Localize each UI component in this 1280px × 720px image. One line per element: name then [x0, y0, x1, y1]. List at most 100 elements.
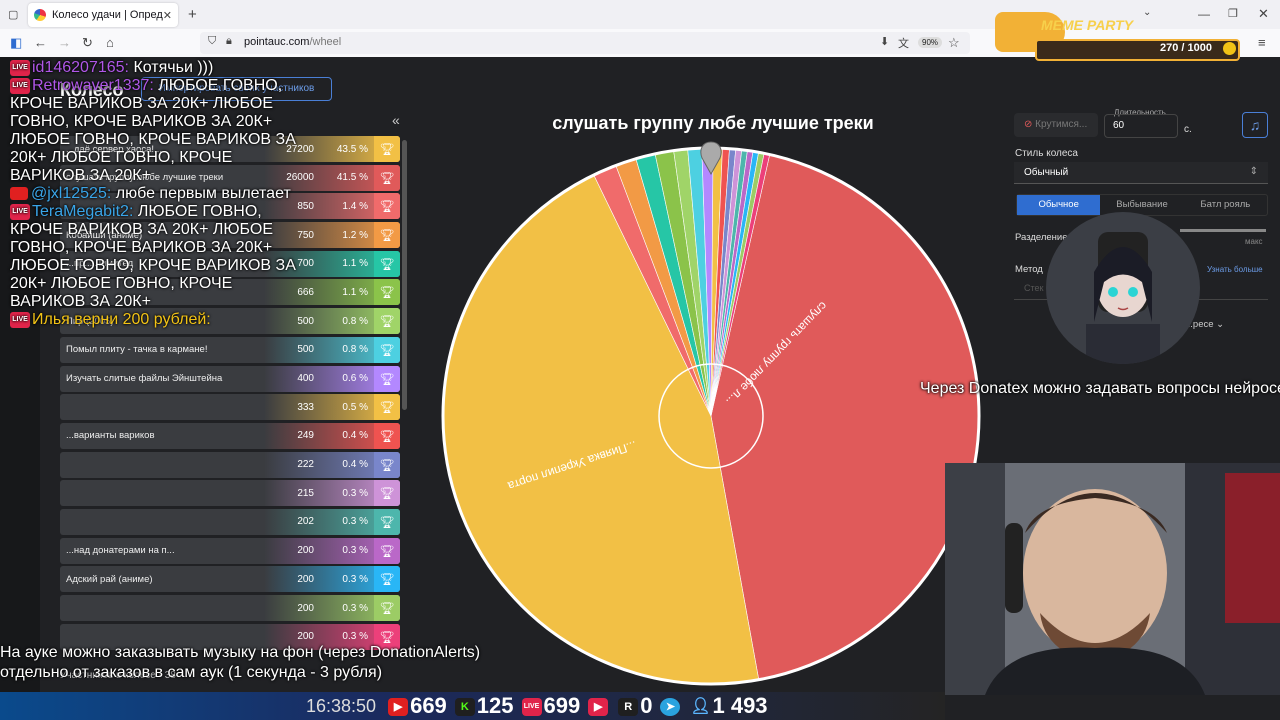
mode-tab-normal[interactable]: Обычное [1017, 195, 1101, 215]
participant-percent: 0.3 % [342, 487, 368, 499]
duration-input[interactable]: 60 [1104, 114, 1178, 138]
new-tab-icon[interactable]: + [188, 6, 197, 23]
tab-list-icon[interactable]: ▢ [8, 9, 19, 21]
participant-row[interactable]: ...над донатерами на п... 200 0.3 % 🏆︎ [60, 537, 400, 564]
tab-overflow-chevron-icon[interactable]: ⌄ [1143, 7, 1152, 18]
stream-clock: 16:38:50 [306, 695, 377, 716]
participant-row[interactable]: 215 0.3 % 🏆︎ [60, 480, 400, 507]
more-options-label[interactable]: ...ресе ⌄ [1185, 319, 1224, 330]
participant-percent: 0.5 % [342, 401, 368, 413]
participant-row[interactable]: 333 0.5 % 🏆︎ [60, 394, 400, 421]
close-tab-icon[interactable]: ✕ [162, 9, 172, 22]
restore-icon[interactable]: ❐ [1228, 8, 1238, 20]
music-note-line-1: На ауке можно заказывать музыку на фон (… [0, 644, 481, 661]
trophy-icon[interactable]: 🏆︎ [374, 136, 400, 162]
spin-button-label: Крутимся... [1035, 119, 1088, 130]
participant-row[interactable]: 200 0.3 % 🏆︎ [60, 623, 400, 650]
minimize-icon[interactable]: — [1198, 7, 1210, 21]
participant-row[interactable]: 666 1.1 % 🏆︎ [60, 279, 400, 306]
translate-icon[interactable]: 文 [898, 38, 909, 50]
wheel-style-select[interactable]: Обычный ⇕ [1014, 162, 1268, 184]
close-window-icon[interactable]: ✕ [1258, 6, 1269, 21]
chat-text: ЛЮБОЕ ГОВНО, КРОЧЕ ВАРИКОВ ЗА 20К+ ЛЮБОЕ… [10, 77, 296, 184]
participant-row[interactable]: Пир (2005) 500 0.8 % 🏆︎ [60, 308, 400, 335]
participant-name: слушать группу любе лучшие треки [66, 172, 224, 184]
participant-name: Помыл плиту - тачка в кармане! [66, 344, 208, 356]
trophy-icon[interactable]: 🏆︎ [374, 308, 400, 335]
shield-icon[interactable]: ⛉ [208, 35, 217, 47]
download-icon[interactable]: ⬇ [880, 36, 890, 48]
list-scrollbar[interactable] [402, 140, 407, 410]
trophy-icon[interactable]: 🏆︎ [374, 451, 400, 478]
participant-percent: 1.4 % [342, 200, 368, 212]
trophy-icon[interactable]: 🏆︎ [374, 394, 400, 421]
participant-name: ...над донатерами на п... [66, 545, 175, 557]
learn-more-link[interactable]: Узнать больше [1207, 265, 1263, 274]
app-sidebar [0, 57, 40, 697]
trophy-icon[interactable]: 🏆︎ [374, 193, 400, 220]
lock-icon[interactable]: 🔒︎ [226, 35, 232, 47]
participant-percent: 0.3 % [342, 602, 368, 614]
browser-tab-bar: ▢ Колесо удачи | Определите по ✕ + ⌄ — ❐… [0, 0, 1280, 29]
trophy-icon[interactable]: 🏆︎ [374, 537, 400, 564]
wheel-chart[interactable]: слушать группу любе л... ...Пиявка Укреп… [440, 140, 986, 686]
trophy-icon[interactable]: 🏆︎ [374, 480, 400, 507]
participant-percent: 0.4 % [342, 459, 368, 471]
trophy-icon[interactable]: 🏆︎ [374, 164, 400, 191]
trophy-icon[interactable]: 🏆︎ [374, 250, 400, 277]
trophy-icon[interactable]: 🏆︎ [374, 508, 400, 535]
participant-row[interactable]: 200 0.3 % 🏆︎ [60, 595, 400, 621]
participants-count: Участников в колесе - 38 [60, 670, 176, 681]
participant-percent: 0.3 % [342, 631, 368, 643]
participant-row[interactable]: ...варианты вариков 249 0.4 % 🏆︎ [60, 422, 400, 449]
participant-row[interactable]: Кобайши (аниме) 750 1.2 % 🏆︎ [60, 222, 400, 249]
spin-button[interactable]: ⊘ Крутимся... [1014, 113, 1098, 137]
youtube-badge-icon [10, 187, 28, 201]
participant-row[interactable]: Адский рай (аниме) 200 0.3 % 🏆︎ [60, 566, 400, 593]
participant-row[interactable]: слушать группу любе лучшие треки 26000 41.… [60, 164, 400, 191]
trophy-icon[interactable]: 🏆︎ [374, 595, 400, 621]
mode-tab-battle-royale[interactable]: Батл рояль [1200, 199, 1251, 210]
trophy-icon[interactable]: 🏆︎ [374, 623, 400, 650]
home-icon[interactable]: ⌂ [106, 35, 114, 50]
address-bar[interactable]: pointauc.com/wheel [200, 32, 970, 54]
browser-tab[interactable]: Колесо удачи | Определите по ✕ [28, 3, 178, 27]
trophy-icon[interactable]: 🏆︎ [374, 279, 400, 306]
participant-row[interactable]: ...даё сервер хаоса!... 27200 43.5 % 🏆︎ [60, 136, 400, 162]
participant-row[interactable]: Помыл плиту - тачка в кармане! 500 0.8 % 🏆︎ [60, 336, 400, 363]
trophy-icon[interactable]: 🏆︎ [374, 336, 400, 363]
forward-icon[interactable]: → [58, 35, 71, 50]
chevron-down-icon: ⌄ [1216, 319, 1225, 330]
participant-amount: 333 [297, 401, 314, 413]
chat-nick: Илья верни 200 рублей: [32, 311, 211, 328]
participant-amount: 27200 [286, 143, 314, 155]
participant-row[interactable]: 202 0.3 % 🏆︎ [60, 508, 400, 535]
mode-tab-elimination[interactable]: Выбывание [1116, 199, 1168, 210]
wheel-pointer-icon [700, 141, 722, 176]
trophy-icon[interactable]: 🏆︎ [374, 566, 400, 593]
zoom-level[interactable]: 90% [918, 37, 943, 48]
back-icon[interactable]: ← [34, 35, 47, 50]
reload-icon[interactable]: ↻ [82, 35, 93, 50]
trophy-icon[interactable]: 🏆︎ [374, 365, 400, 392]
sidebar-toggle-icon[interactable]: ◧ [10, 35, 23, 50]
collapse-list-icon[interactable]: « [392, 112, 400, 128]
import-participants-button[interactable]: Импортировать своих участников [141, 77, 332, 101]
trophy-icon[interactable]: 🏆︎ [374, 222, 400, 249]
chat-message: LIVE TeraMegabit2: ЛЮБОЕ ГОВНО, КРОЧЕ ВАР… [10, 203, 300, 311]
participant-row[interactable]: 222 0.4 % 🏆︎ [60, 451, 400, 478]
participant-row[interactable]: ...пр... Лимитед 700 1.1 % 🏆︎ [60, 250, 400, 277]
participant-row[interactable]: Изучать слитые файлы Эйнштейна 400 0.6 % 🏆︎ [60, 365, 400, 392]
kick-viewers: 125 [476, 693, 514, 718]
participant-row[interactable]: 850 1.4 % 🏆︎ [60, 193, 400, 220]
play-stat: ▶ [588, 693, 610, 719]
music-note-icon[interactable]: ♫ [1242, 112, 1268, 138]
split-slider[interactable] [1180, 229, 1266, 232]
bookmark-star-icon[interactable]: ☆ [948, 35, 960, 50]
menu-icon[interactable]: ≡ [1258, 35, 1266, 50]
participant-amount: 666 [297, 286, 314, 298]
trophy-icon[interactable]: 🏆︎ [374, 422, 400, 449]
participant-name: Изучать слитые файлы Эйнштейна [66, 373, 223, 384]
